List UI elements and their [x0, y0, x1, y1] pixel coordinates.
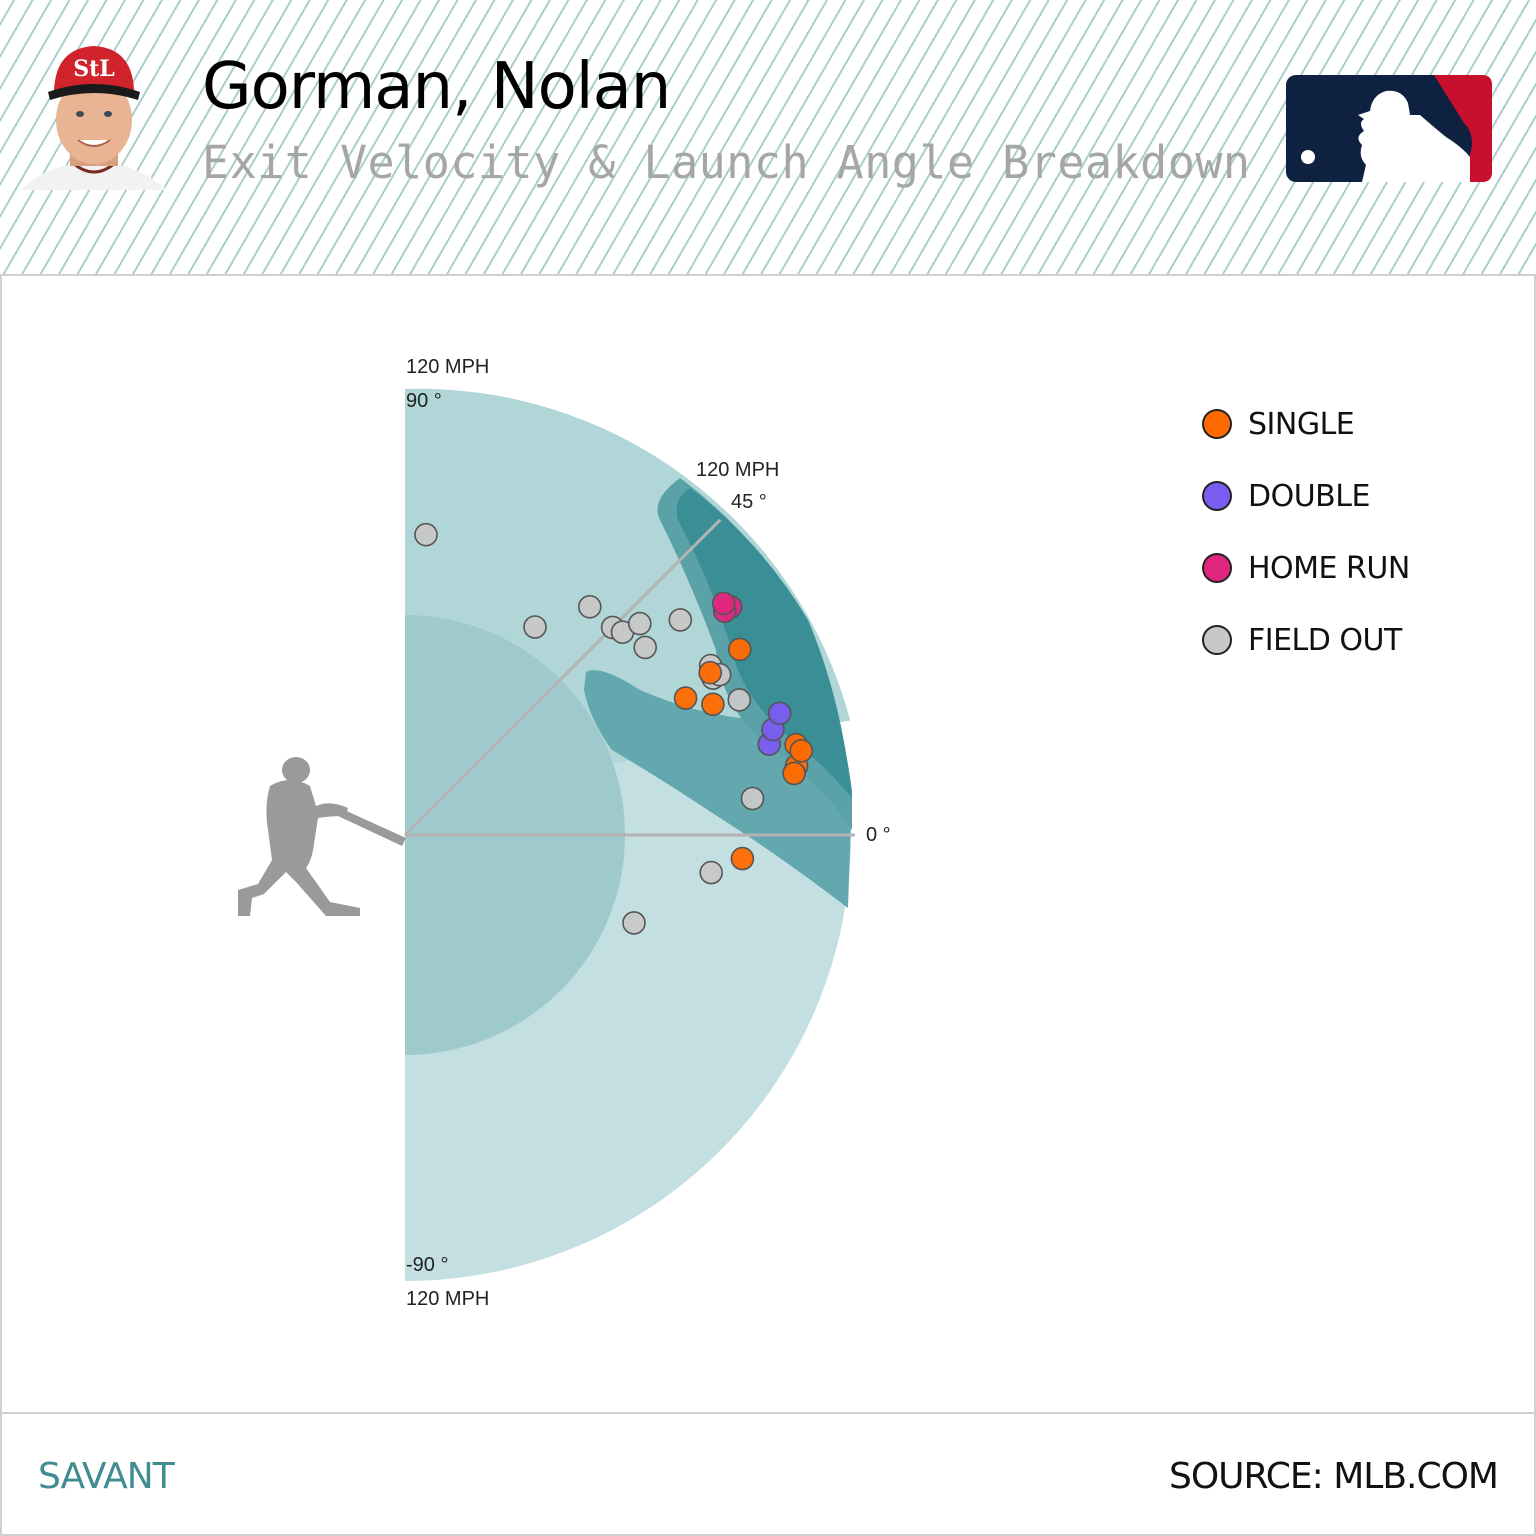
- data-point-field-out[interactable]: [577, 594, 602, 619]
- data-point-double[interactable]: [767, 701, 792, 726]
- player-headshot: StL: [20, 46, 168, 190]
- mid-angle-label: 45 °: [731, 491, 767, 513]
- field-out-dot-icon: [1202, 625, 1232, 655]
- legend-label: SINGLE: [1248, 406, 1355, 442]
- data-point-field-out[interactable]: [414, 522, 438, 547]
- data-point-home-run[interactable]: [711, 591, 736, 616]
- legend-label: HOME RUN: [1248, 550, 1410, 586]
- home-run-dot-icon: [1202, 553, 1232, 583]
- data-point-field-out[interactable]: [699, 860, 724, 885]
- data-point-single[interactable]: [698, 660, 723, 685]
- bottom-angle-label: -90 °: [406, 1254, 449, 1276]
- legend-item-double[interactable]: DOUBLE: [1202, 460, 1410, 532]
- mid-speed-label: 120 MPH: [696, 459, 780, 481]
- legend: SINGLE DOUBLE HOME RUN FIELD OUT: [1202, 388, 1410, 676]
- source-credit: SOURCE: MLB.COM: [1168, 1456, 1499, 1497]
- header: StL Gorman, Nolan Exit Velocity & Launch…: [0, 0, 1536, 276]
- batter-silhouette-icon: [238, 757, 406, 916]
- svg-text:StL: StL: [73, 56, 115, 82]
- data-point-single[interactable]: [701, 692, 725, 717]
- data-point-field-out[interactable]: [523, 615, 547, 639]
- axis-45: [403, 518, 722, 837]
- data-point-field-out[interactable]: [668, 608, 693, 632]
- player-name: Gorman, Nolan: [202, 50, 671, 124]
- chart-subtitle: Exit Velocity & Launch Angle Breakdown: [202, 136, 1251, 189]
- bottom-speed-label: 120 MPH: [406, 1288, 490, 1310]
- zero-angle-label: 0 °: [866, 824, 891, 846]
- angle-axes: [403, 518, 855, 837]
- data-point-field-out[interactable]: [633, 635, 658, 660]
- footer: SAVANT SOURCE: MLB.COM: [0, 1412, 1536, 1536]
- top-speed-label: 120 MPH: [406, 356, 490, 378]
- legend-label: DOUBLE: [1248, 478, 1370, 514]
- data-point-single[interactable]: [727, 637, 752, 662]
- data-point-field-out[interactable]: [740, 786, 765, 811]
- data-point-single[interactable]: [789, 738, 814, 763]
- data-point-field-out[interactable]: [727, 688, 752, 712]
- solid-contact-zone: [584, 670, 852, 908]
- batted-ball-points: [414, 522, 814, 935]
- legend-item-field-out[interactable]: FIELD OUT: [1202, 604, 1410, 676]
- savant-brand[interactable]: SAVANT: [38, 1456, 175, 1497]
- data-point-single[interactable]: [730, 846, 755, 871]
- data-point-single[interactable]: [782, 761, 806, 786]
- launch-angle-chart: [238, 388, 855, 1281]
- barrel-zone: [676, 488, 852, 798]
- top-angle-label: 90 °: [406, 390, 442, 412]
- single-dot-icon: [1202, 409, 1232, 439]
- legend-item-home-run[interactable]: HOME RUN: [1202, 532, 1410, 604]
- double-dot-icon: [1202, 481, 1232, 511]
- legend-label: FIELD OUT: [1248, 622, 1402, 658]
- data-point-single[interactable]: [673, 686, 698, 710]
- data-point-field-out[interactable]: [627, 611, 652, 636]
- mlb-logo: [1286, 75, 1492, 182]
- data-point-field-out[interactable]: [622, 911, 646, 935]
- chart-area: 120 MPH 90 ° 120 MPH 45 ° 0 ° -90 ° 120 …: [0, 278, 1536, 1412]
- legend-item-single[interactable]: SINGLE: [1202, 388, 1410, 460]
